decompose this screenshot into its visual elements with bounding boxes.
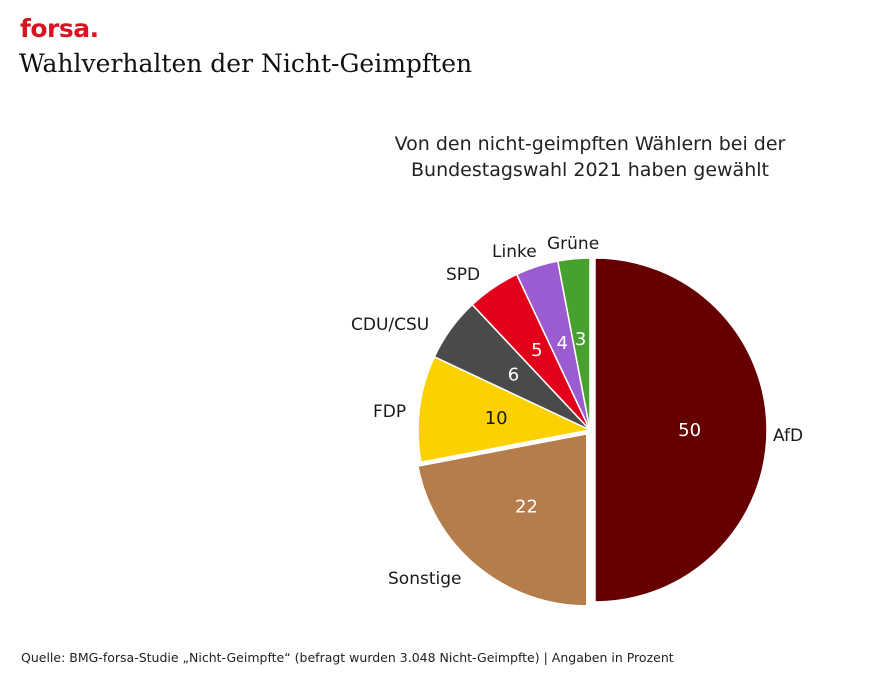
pie-value-linke: 4 — [557, 333, 568, 354]
pie-label-sonstige: Sonstige — [388, 569, 461, 589]
pie-label-fdp: FDP — [373, 402, 406, 422]
pie-value-gruene: 3 — [575, 329, 586, 350]
pie-label-cdu-csu: CDU/CSU — [351, 315, 429, 335]
pie-slice-afd — [594, 257, 768, 603]
pie-label-linke: Linke — [492, 242, 537, 262]
pie-slice-fdp — [417, 356, 591, 463]
pie-slice-sonstige — [417, 433, 588, 607]
pie-value-cdu-csu: 6 — [508, 364, 519, 385]
forsa-logo: forsa. — [20, 14, 99, 43]
chart-subtitle-line-1: Von den nicht-geimpften Wählern bei der — [394, 133, 786, 155]
source-note: Quelle: BMG-forsa-Studie „Nicht-Geimpfte… — [21, 650, 674, 665]
pie-value-spd: 5 — [531, 340, 542, 361]
pie-label-afd: AfD — [773, 426, 803, 446]
pie-value-fdp: 10 — [485, 408, 508, 429]
pie-label-spd: SPD — [446, 265, 480, 285]
pie-value-sonstige: 22 — [515, 497, 538, 518]
pie-label-gruene: Grüne — [547, 234, 599, 254]
page-title: Wahlverhalten der Nicht-Geimpften — [19, 49, 473, 78]
chart-subtitle: Von den nicht-geimpften Wählern bei der … — [340, 131, 840, 183]
pie-slice-gruene — [557, 257, 591, 431]
pie-value-afd: 50 — [678, 420, 701, 441]
chart-subtitle-line-2: Bundestagswahl 2021 haben gewählt — [411, 159, 769, 181]
